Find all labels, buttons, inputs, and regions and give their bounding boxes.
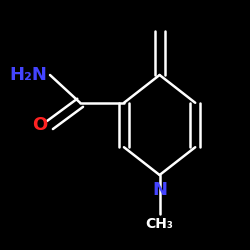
Text: O: O — [32, 116, 47, 134]
Text: N: N — [152, 180, 167, 198]
Text: CH₃: CH₃ — [146, 217, 174, 231]
Text: H₂N: H₂N — [10, 66, 47, 84]
